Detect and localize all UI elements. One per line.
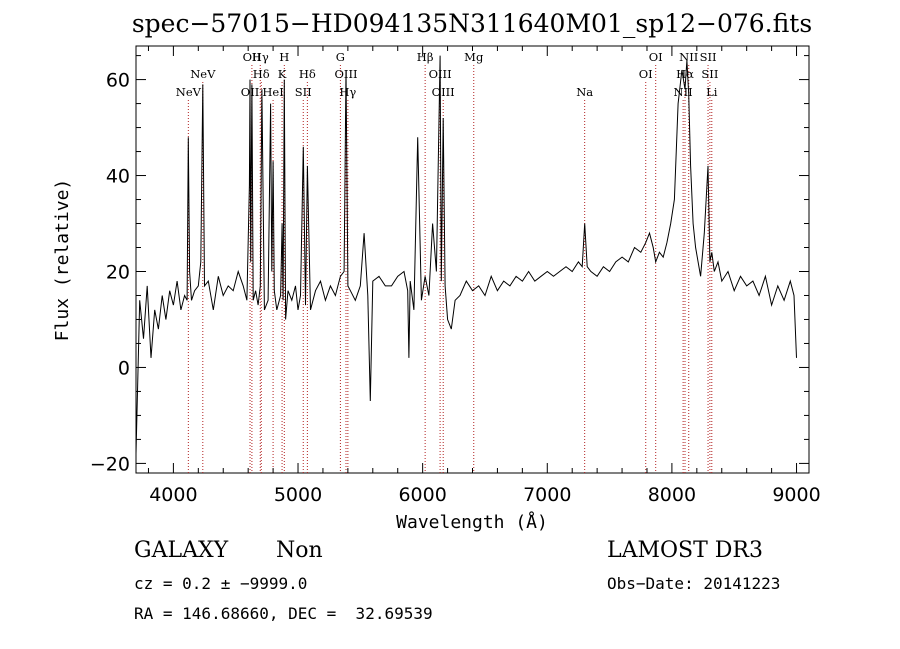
spectral-line-label: NeV (176, 85, 202, 99)
spectral-line-label: SII (295, 85, 312, 99)
spectral-line-label: Li (706, 85, 718, 99)
survey-name: LAMOST DR3 (607, 538, 763, 563)
y-tick-label: 0 (118, 357, 130, 379)
redshift-cz: cz = 0.2 ± −9999.0 (134, 574, 308, 593)
spectral-line-label: OII (243, 50, 262, 64)
spectral-line-label: SII (700, 50, 717, 64)
object-subclass: Non (276, 538, 323, 563)
spectral-line-label: G (336, 50, 345, 64)
spectral-line-label: Mg (464, 50, 484, 64)
x-tick-label: 8000 (648, 484, 696, 506)
spectral-line-label: OIII (432, 85, 455, 99)
flux-series-line (135, 55, 797, 454)
y-tick-label: 40 (106, 166, 130, 188)
spectral-line-label: SII (701, 67, 718, 81)
x-tick-label: 4000 (149, 484, 197, 506)
y-tick-label: 20 (106, 261, 130, 283)
obs-date: Obs−Date: 20141223 (607, 574, 781, 593)
x-tick-label: 7000 (523, 484, 571, 506)
spectral-line-label: K (278, 67, 287, 81)
spectral-line-label: H (279, 50, 289, 64)
chart-title: spec−57015−HD094135N311640M01_sp12−076.f… (132, 9, 812, 38)
coordinates: RA = 146.68660, DEC = 32.69539 (134, 604, 433, 623)
x-tick-label: 9000 (772, 484, 820, 506)
spectral-line-label: Hδ (253, 67, 270, 81)
y-axis-ticks: −20 0 20 40 60 (90, 55, 809, 475)
spectral-line-label: Hβ (417, 50, 434, 64)
y-tick-label: 60 (106, 70, 130, 92)
spectral-line-label: OI (649, 50, 663, 64)
spectral-line-label: Hα (676, 67, 694, 81)
x-axis-label: Wavelength (Å) (396, 511, 548, 533)
x-tick-label: 6000 (398, 484, 446, 506)
spectral-line-label: NII (674, 85, 693, 99)
x-tick-label: 5000 (274, 484, 322, 506)
y-tick-label: −20 (90, 453, 130, 475)
object-class: GALAXY (134, 538, 229, 563)
y-axis-label: Flux (relative) (52, 179, 73, 342)
spectral-line-label: Hγ (339, 85, 356, 99)
spectral-line-label: Hγ (252, 50, 269, 64)
spectral-line-markers (187, 65, 713, 473)
spectral-line-label: Hδ (299, 67, 316, 81)
x-axis-ticks: 4000 5000 6000 7000 8000 9000 (147, 46, 821, 506)
spectral-line-label: OI (639, 67, 653, 81)
spectral-line-label: NeV (190, 67, 216, 81)
spectral-line-label: Na (576, 85, 593, 99)
spectral-line-labels: NeVNeVOIIOIIHγHδHeIHKSIIHδGOIIIHγHβOIIIO… (176, 50, 719, 99)
spectral-line-label: NII (679, 50, 698, 64)
spectral-line-label: HeI (262, 85, 283, 99)
